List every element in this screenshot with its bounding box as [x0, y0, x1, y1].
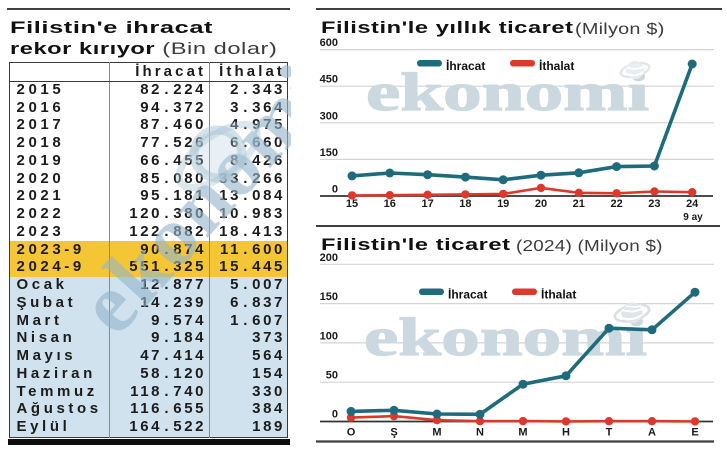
svg-text:ekonomi: ekonomi	[364, 307, 647, 367]
svg-text:M: M	[432, 427, 441, 439]
svg-text:24: 24	[686, 198, 699, 210]
svg-text:600: 600	[320, 37, 338, 49]
svg-text:9 ay: 9 ay	[683, 212, 703, 223]
svg-text:0: 0	[332, 409, 338, 421]
svg-text:İhracat: İhracat	[446, 58, 485, 73]
svg-text:21: 21	[573, 198, 585, 210]
svg-text:16: 16	[384, 198, 396, 210]
svg-text:M: M	[518, 427, 527, 439]
svg-text:200: 200	[320, 252, 338, 264]
svg-text:H: H	[562, 427, 570, 439]
svg-text:22: 22	[610, 198, 622, 210]
svg-text:50: 50	[326, 370, 338, 382]
svg-text:17: 17	[421, 198, 433, 210]
svg-text:19: 19	[497, 198, 509, 210]
svg-text:N: N	[476, 427, 484, 439]
svg-text:Ş: Ş	[390, 427, 397, 439]
svg-text:A: A	[648, 427, 656, 439]
svg-text:İhracat: İhracat	[448, 287, 487, 302]
svg-text:T: T	[606, 427, 613, 439]
svg-text:20: 20	[535, 198, 547, 210]
svg-text:100: 100	[320, 330, 338, 342]
svg-text:300: 300	[320, 110, 338, 122]
svg-text:18: 18	[459, 198, 471, 210]
svg-text:150: 150	[320, 147, 338, 159]
svg-text:İthalat: İthalat	[541, 287, 576, 302]
svg-text:İthalat: İthalat	[539, 58, 574, 73]
svg-text:150: 150	[320, 291, 338, 303]
svg-text:0: 0	[332, 184, 338, 196]
svg-text:15: 15	[346, 198, 358, 210]
svg-text:23: 23	[648, 198, 660, 210]
svg-text:E: E	[691, 427, 698, 439]
svg-text:ekonomi: ekonomi	[366, 62, 649, 122]
svg-text:O: O	[347, 427, 356, 439]
svg-text:450: 450	[320, 74, 338, 86]
